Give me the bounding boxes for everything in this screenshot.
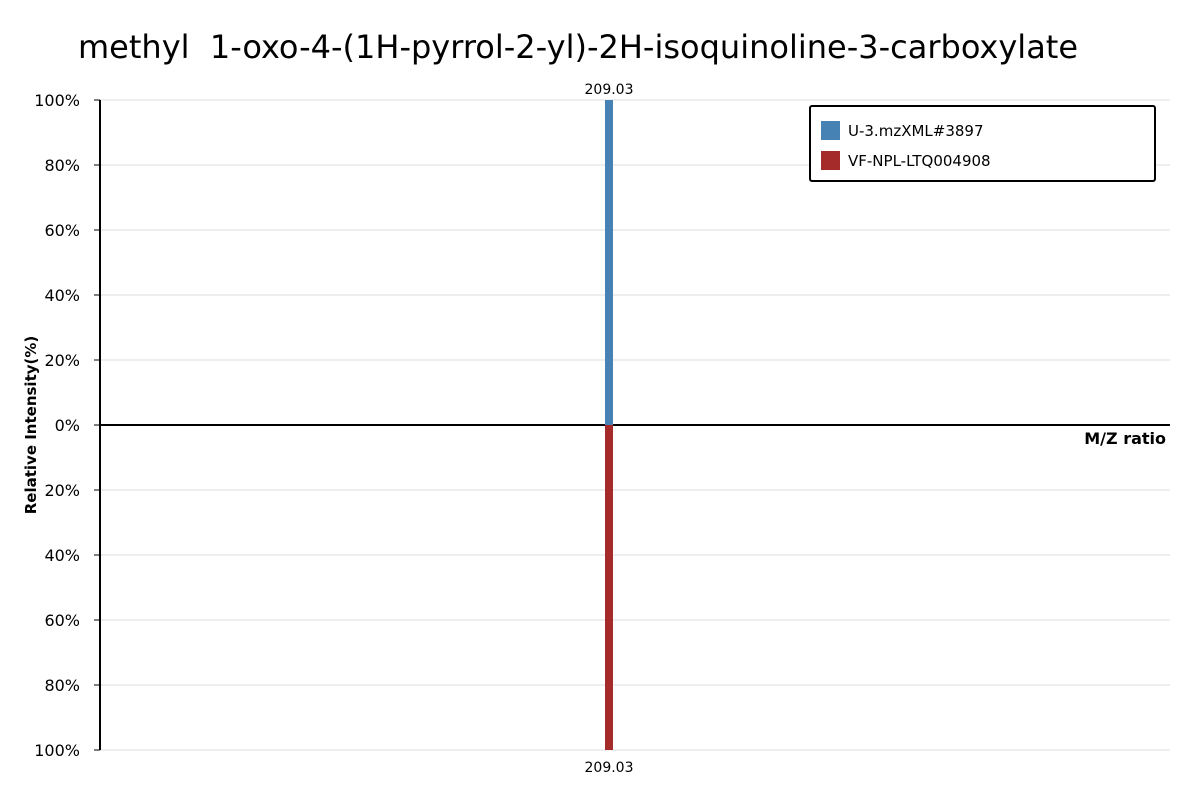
y-tick-label: 100%	[34, 741, 80, 760]
peak-label-top: 209.03	[585, 82, 634, 98]
y-tick-label: 40%	[44, 546, 80, 565]
legend-item-series-1[interactable]: U-3.mzXML#3897	[821, 121, 984, 140]
legend-label-series-1: U-3.mzXML#3897	[848, 121, 984, 140]
peak-bar-up	[605, 100, 613, 425]
y-axis-label: Relative Intensity(%)	[22, 336, 40, 515]
x-axis-label: M/Z ratio	[1084, 429, 1166, 448]
chart-title: methyl 1-oxo-4-(1H-pyrrol-2-yl)-2H-isoqu…	[78, 28, 1079, 66]
legend-swatch-series-1	[821, 121, 840, 140]
peak-bar-down	[605, 425, 613, 750]
y-tick-label: 100%	[34, 91, 80, 110]
y-tick-label: 80%	[44, 676, 80, 695]
legend: U-3.mzXML#3897 VF-NPL-LTQ004908	[809, 105, 1156, 182]
y-tick-label: 0%	[55, 416, 80, 435]
legend-swatch-series-2	[821, 151, 840, 170]
peak-label-bottom: 209.03	[585, 760, 634, 776]
legend-label-series-2: VF-NPL-LTQ004908	[848, 151, 991, 170]
y-tick-label: 60%	[44, 611, 80, 630]
y-tick-label: 60%	[44, 221, 80, 240]
y-tick-label: 20%	[44, 351, 80, 370]
legend-item-series-2[interactable]: VF-NPL-LTQ004908	[821, 151, 991, 170]
y-tick-label: 20%	[44, 481, 80, 500]
y-tick-label: 80%	[44, 156, 80, 175]
y-tick-label: 40%	[44, 286, 80, 305]
